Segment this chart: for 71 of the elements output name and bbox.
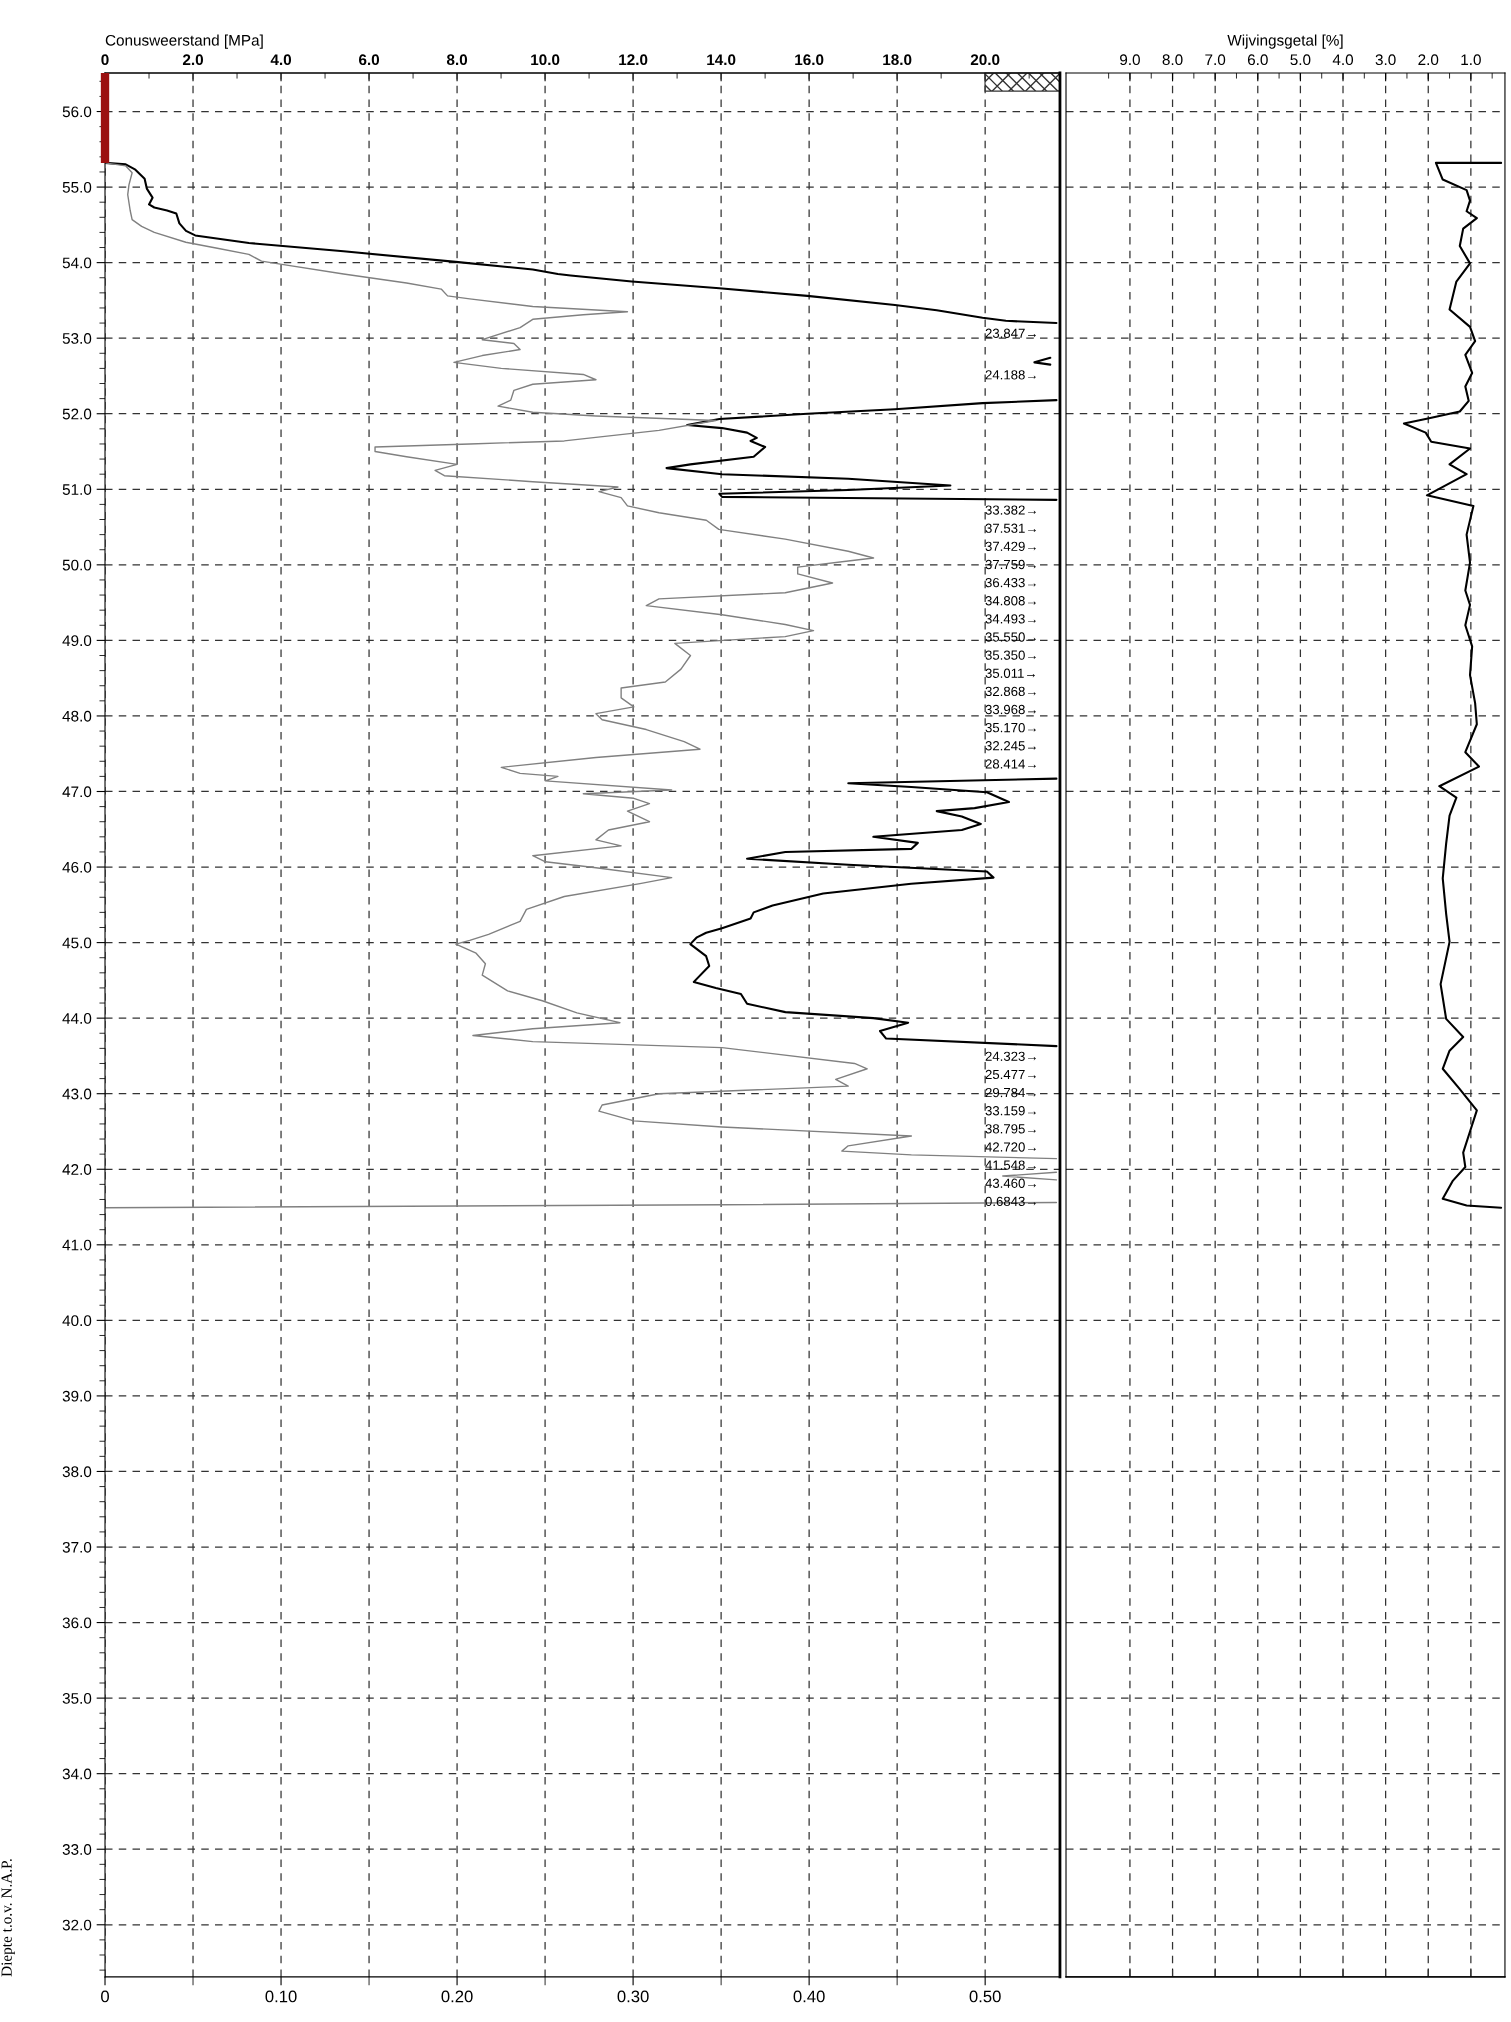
y-tick-label: 48.0 [62, 710, 92, 722]
annotation: 35.350→ [985, 650, 1036, 660]
x2-tick-label: 10.0 [531, 54, 560, 66]
x-tick-label: 9.0 [1120, 54, 1140, 66]
annotation: 32.245→ [985, 741, 1036, 751]
annotation: 35.170→ [985, 722, 1036, 733]
annotation: 0.6843→ [985, 1196, 1036, 1207]
x-tick-label: 6.0 [1247, 54, 1268, 66]
y-tick-label: 53.0 [62, 333, 92, 344]
x-tick-label: 4.0 [1332, 54, 1354, 66]
x2-tick-label: 16.0 [795, 54, 824, 66]
annotation: 24.188→ [985, 370, 1036, 380]
annotation: 25.477→ [985, 1069, 1036, 1080]
x2-tick-label: 14.0 [707, 54, 736, 66]
y-tick-label: 40.0 [62, 1315, 92, 1327]
annotation: 34.808→ [985, 596, 1036, 606]
annotation: 35.550→ [985, 632, 1036, 642]
y-tick-label: 51.0 [62, 484, 92, 495]
y-tick-label: 43.0 [62, 1088, 92, 1100]
y-tick-label: 44.0 [62, 1013, 92, 1024]
y-tick-label: 52.0 [62, 408, 92, 420]
x-tick-label: 0.10 [265, 1990, 297, 2003]
y-tick-label: 49.0 [62, 635, 92, 647]
y-tick-label: 35.0 [62, 1692, 92, 1704]
x-tick-label: 1.0 [1461, 54, 1481, 66]
x-tick-label: 3.0 [1375, 54, 1396, 66]
y-tick-label: 39.0 [62, 1390, 92, 1402]
x-tick-label: 0.20 [441, 1990, 473, 2003]
annotation: 43.460→ [985, 1178, 1036, 1188]
x2-axis-title: Conusweerstand [MPa] [105, 34, 263, 49]
annotation: 36.433→ [985, 577, 1036, 588]
y-tick-label: 34.0 [62, 1768, 92, 1780]
y-tick-label: 41.0 [62, 1239, 92, 1251]
y-tick-label: 55.0 [62, 181, 92, 193]
annotation: 35.011→ [985, 668, 1035, 678]
y-tick-label: 46.0 [62, 861, 92, 873]
annotation: 41.548→ [985, 1160, 1036, 1170]
y-tick-label: 37.0 [62, 1541, 92, 1553]
y-tick-label: 45.0 [62, 937, 92, 949]
x-tick-label: 8.0 [1162, 54, 1183, 66]
y-tick-label: 32.0 [62, 1919, 92, 1931]
annotation: 37.759→ [985, 559, 1036, 570]
annotation: 37.429→ [985, 541, 1036, 551]
annotation: 34.493→ [985, 614, 1036, 624]
y-tick-label: 50.0 [62, 559, 92, 571]
y-tick-label: 42.0 [62, 1164, 92, 1175]
x-tick-label: 0.30 [617, 1990, 649, 2003]
x-tick-label: 2.0 [1418, 54, 1439, 66]
y-tick-label: 36.0 [62, 1617, 92, 1629]
annotation: 23.847→ [985, 328, 1036, 338]
annotation: 33.159→ [985, 1106, 1036, 1116]
y-tick-label: 47.0 [62, 786, 92, 798]
y-tick-label: 54.0 [62, 257, 92, 269]
x-axis-title: Wijvingsgetal [%] [1227, 34, 1343, 49]
x-tick-label: 7.0 [1205, 54, 1226, 66]
annotation: 38.795→ [985, 1124, 1036, 1134]
x-tick-label: 0.40 [793, 1990, 825, 2003]
y-tick-label: 38.0 [62, 1466, 92, 1478]
y-tick-label: 33.0 [62, 1844, 92, 1855]
x2-tick-label: 12.0 [619, 54, 648, 66]
annotation: 24.323→ [985, 1051, 1036, 1061]
y-tick-label: 56.0 [62, 106, 92, 118]
y-axis-title: Diepte t.o.v. N.A.P. [1, 1859, 15, 1977]
annotation: 32.868→ [985, 686, 1036, 697]
x2-tick-label: 20.0 [970, 54, 1000, 66]
x2-tick-label: 18.0 [883, 54, 912, 66]
x-tick-label: 0 [101, 1990, 109, 2003]
annotation: 33.382→ [985, 505, 1036, 515]
x-tick-label: 0.50 [969, 1990, 1001, 2003]
annotation: 33.968→ [985, 704, 1036, 715]
x-tick-label: 5.0 [1290, 54, 1311, 66]
